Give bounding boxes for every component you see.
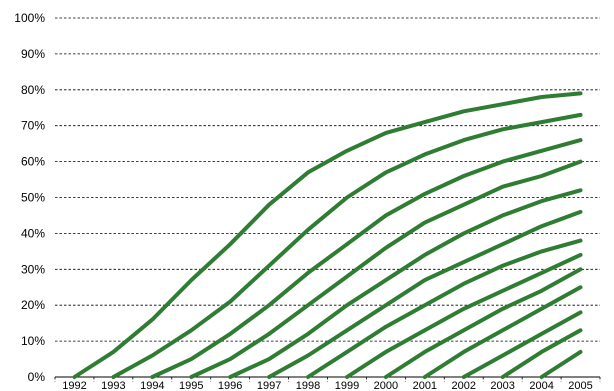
gridlines: [55, 17, 600, 342]
x-tick-label: 1996: [218, 380, 242, 391]
series-line-11: [461, 310, 583, 379]
series-line-7: [306, 238, 583, 379]
y-tick-label: 60%: [21, 155, 45, 169]
y-tick-label: 70%: [21, 119, 45, 133]
x-tick-label: 1999: [335, 380, 359, 391]
x-axis-labels: 1992 1993 1994 1995 1996 1997 1998 1999 2000 2001…: [62, 380, 593, 391]
x-tick-label: 1997: [257, 380, 281, 391]
y-tick-label: 0%: [28, 370, 46, 384]
series-line-6: [267, 209, 583, 379]
series-line-2: [111, 112, 583, 379]
y-tick-label: 80%: [21, 83, 45, 97]
x-tick-label: 1993: [101, 380, 125, 391]
x-tick-label: 2001: [413, 380, 437, 391]
series-line-8: [345, 252, 583, 379]
series-line-1: [72, 91, 583, 379]
y-tick-label: 40%: [21, 226, 45, 240]
series-line-5: [228, 188, 583, 379]
x-tick-label: 1992: [62, 380, 86, 391]
y-tick-label: 10%: [21, 334, 45, 348]
y-tick-label: 50%: [21, 191, 45, 205]
x-tick-label: 2005: [568, 380, 592, 391]
series-line-9: [383, 267, 583, 379]
series-line-4: [189, 159, 583, 379]
y-tick-label: 30%: [21, 262, 45, 276]
series-line-10: [422, 285, 583, 379]
y-tick-label: 100%: [14, 11, 45, 25]
x-tick-label: 1995: [179, 380, 203, 391]
x-tick-label: 2003: [490, 380, 514, 391]
x-tick-label: 1994: [140, 380, 164, 391]
series-line-12: [500, 328, 583, 379]
series-line-3: [150, 138, 583, 379]
x-tick-label: 2000: [374, 380, 398, 391]
x-tick-label: 2004: [529, 380, 553, 391]
y-tick-label: 90%: [21, 47, 45, 61]
y-tick-label: 20%: [21, 298, 45, 312]
x-tick-label: 1998: [296, 380, 320, 391]
x-tick-label: 2002: [452, 380, 476, 391]
series-group: [72, 91, 583, 379]
x-axis-ticks: [54, 377, 601, 382]
series-line-13: [539, 349, 583, 379]
y-axis-labels: 0% 10% 20% 30% 40% 50% 60% 70% 80% 90% 100%: [14, 11, 45, 384]
